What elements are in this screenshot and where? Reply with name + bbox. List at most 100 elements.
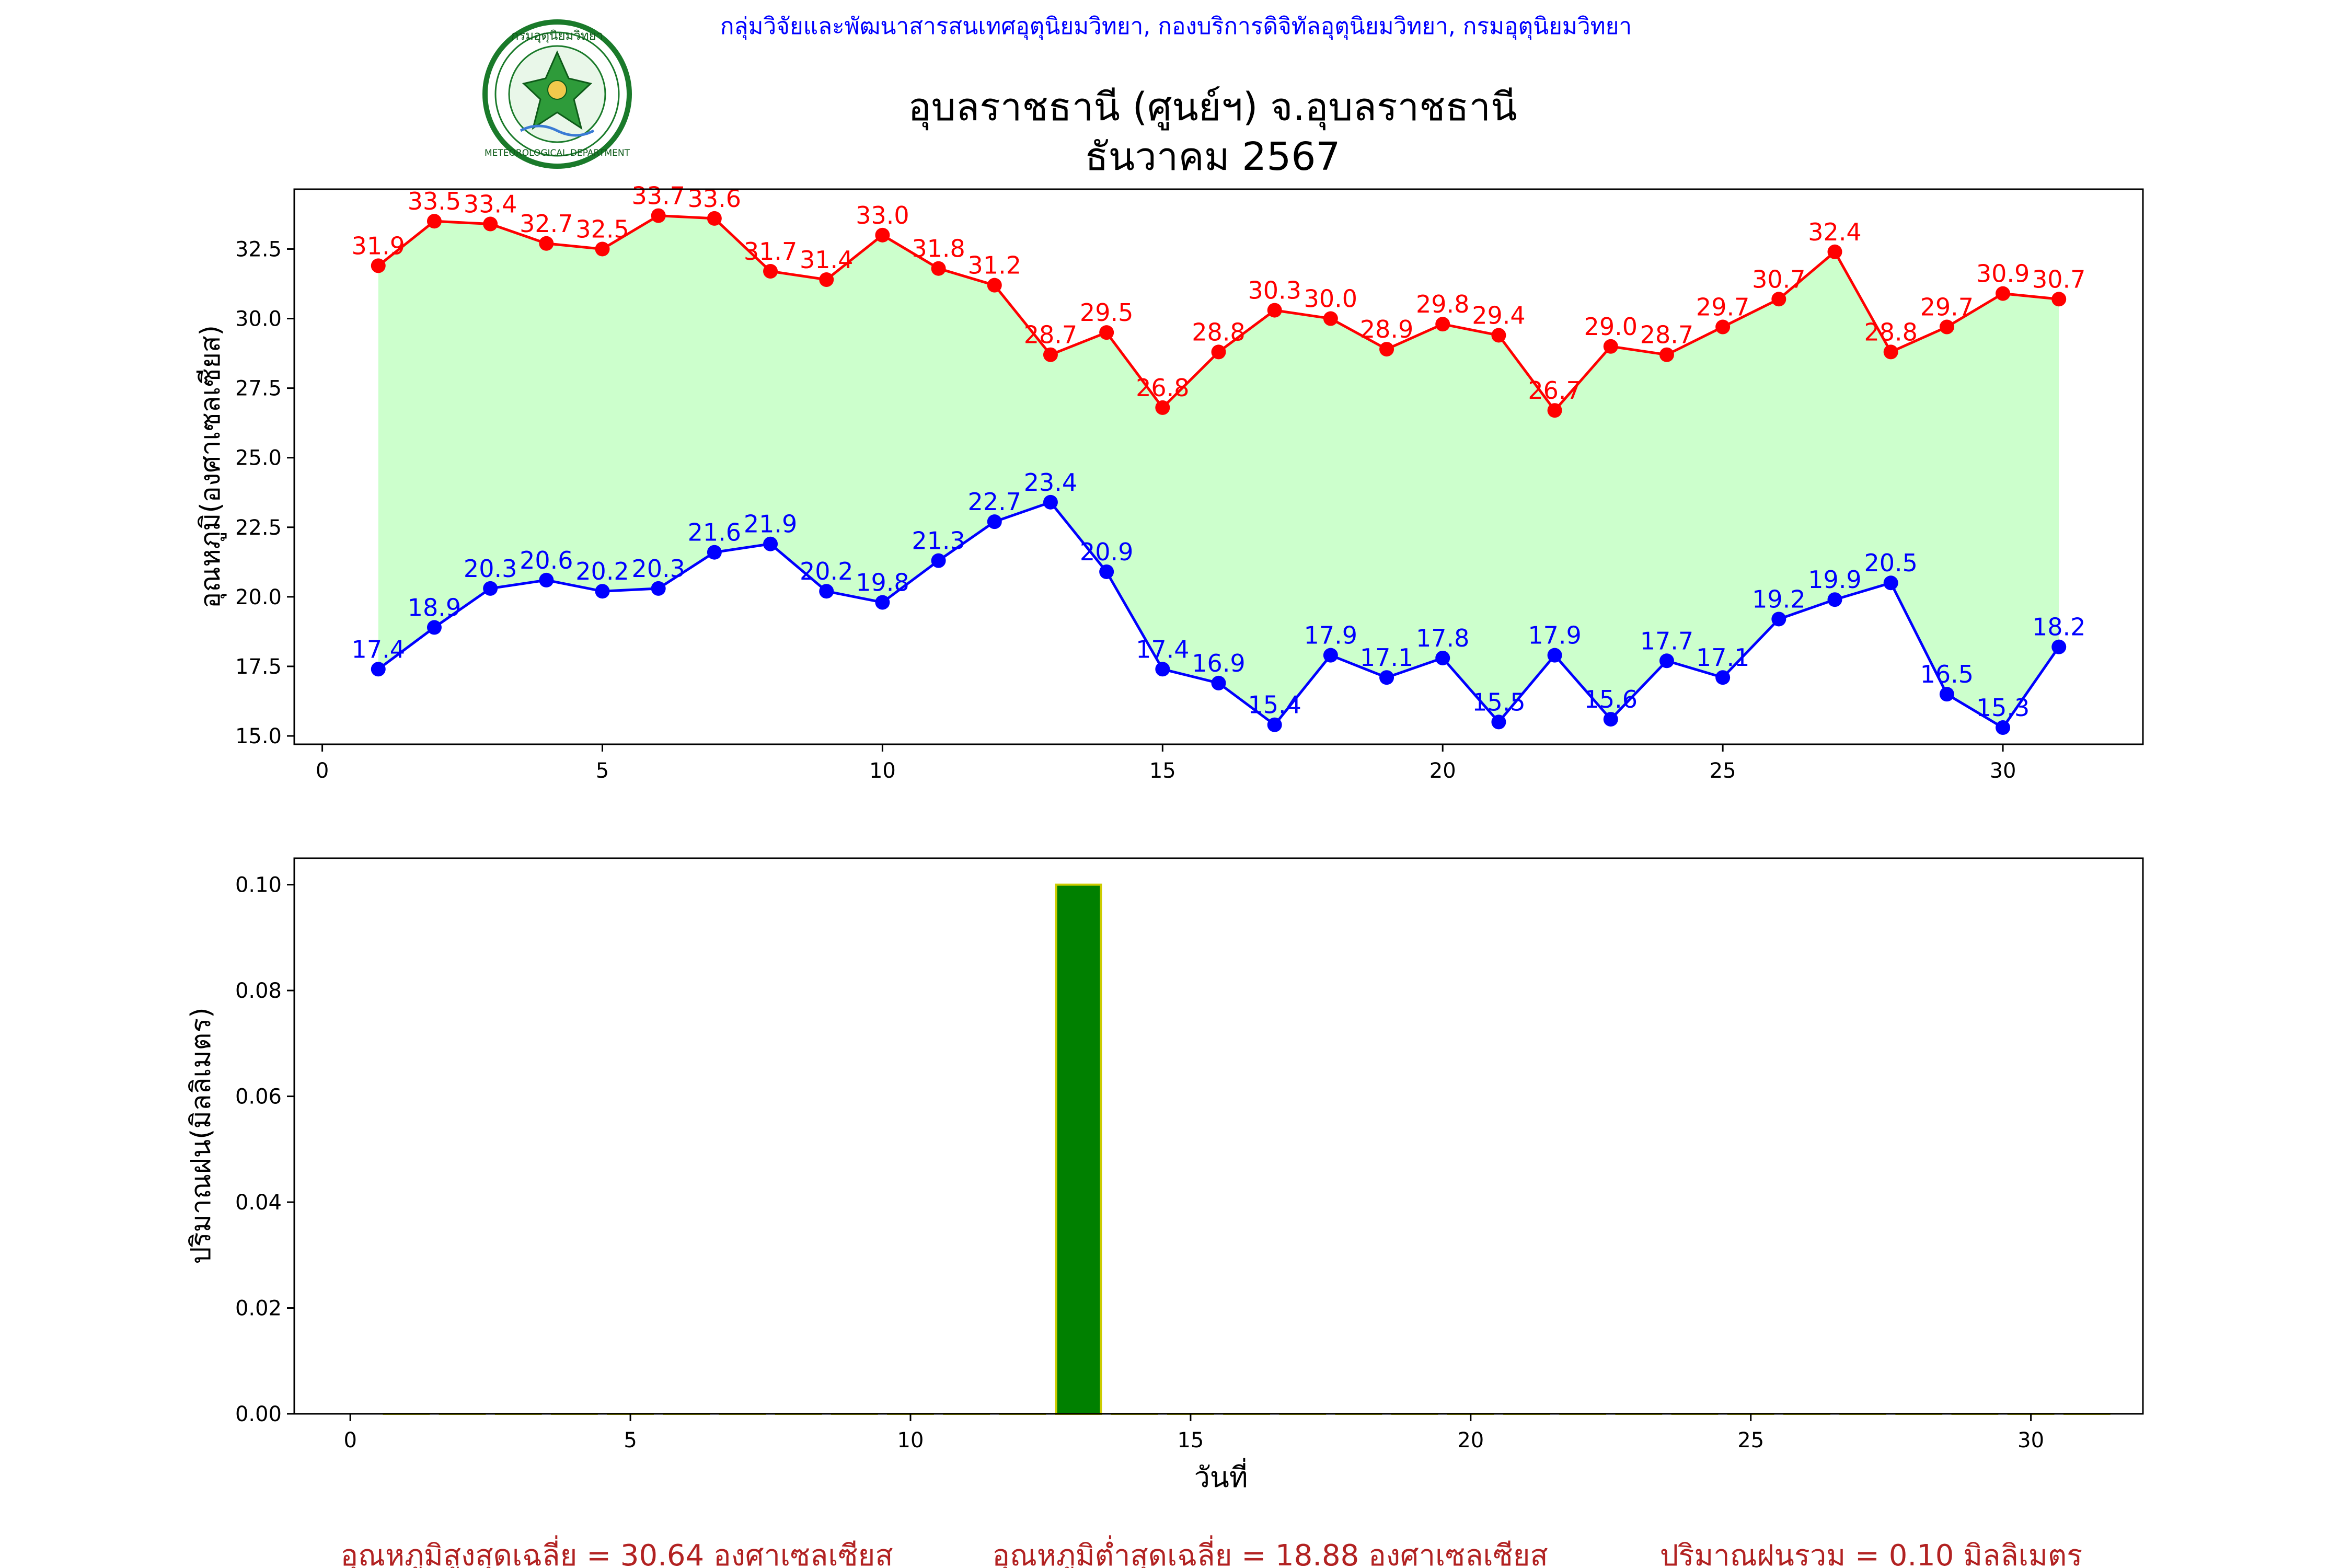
max-temperature-point [1883,344,1898,360]
min-temperature-label: 15.5 [1472,688,1525,716]
min-temperature-point [1939,687,1954,702]
max-temperature-point [1827,244,1842,259]
min-temperature-label: 15.3 [1976,694,2030,722]
max-temperature-label: 32.4 [1808,218,1861,246]
temperature-y-axis-label: อุณหภูมิ(องศาเซลเซียส) [195,325,227,608]
max-temperature-label: 28.7 [1024,321,1077,349]
min-temperature-point [1435,650,1450,665]
max-temperature-point [1155,400,1170,415]
min-temperature-point [1211,675,1226,690]
min-temperature-label: 18.9 [408,593,461,621]
max-temperature-point [931,261,946,276]
max-temperature-point [2051,292,2067,307]
max-temperature-label: 31.8 [912,235,965,263]
min-temperature-label: 17.8 [1416,624,1469,652]
rainfall-y-axis-label: ปริมาณฝน(มิลลิเมตร) [186,1007,217,1264]
min-temperature-label: 20.2 [800,557,853,585]
max-temperature-point [1996,286,2011,301]
rainfall-y-tick-label: 0.06 [235,1085,282,1109]
min-temperature-label: 18.2 [2032,613,2085,641]
chart-subtitle: ธันวาคม 2567 [1085,134,1341,179]
max-temperature-point [1435,317,1450,332]
min-temperature-point [1323,648,1338,663]
max-temperature-label: 33.4 [464,190,517,218]
max-temperature-label: 26.7 [1528,376,1581,405]
rainfall-y-tick-label: 0.10 [235,873,282,897]
max-temperature-point [539,236,554,251]
max-temperature-point [1715,319,1731,335]
min-temperature-point [987,514,1002,529]
max-temperature-point [1323,311,1338,326]
min-temperature-label: 17.1 [1360,643,1413,672]
max-temperature-label: 33.7 [631,182,685,210]
min-temperature-point [1547,648,1562,663]
max-temperature-point [1267,303,1282,318]
min-temperature-point [1771,612,1786,627]
rainfall-panel: 0 5 10 15 20 25 30 0.00 0.02 0.04 0.06 0.08 0.10 ปร… [186,857,2144,1494]
rainfall-x-tick-label: 0 [343,1428,356,1452]
min-temperature-label: 19.9 [1808,566,1861,594]
average-min-temperature: อุณหภูมิต่ำสุดเฉลี่ย = 18.88 องศาเซลเซีย… [992,1535,1548,1568]
max-temperature-point [1771,292,1786,307]
organization-text: กลุ่มวิจัยและพัฒนาสารสนเทศอุตุนิยมวิทยา,… [720,13,1632,40]
max-temperature-point [763,264,778,279]
min-temperature-point [1043,494,1058,510]
min-temperature-label: 17.9 [1304,621,1357,650]
max-temperature-label: 31.7 [744,237,797,266]
temperature-y-tick-label: 30.0 [235,307,282,331]
rainfall-x-tick-label: 30 [2017,1428,2044,1452]
rainfall-y-tick-label: 0.02 [235,1297,282,1321]
rainfall-x-tick-label: 10 [897,1428,924,1452]
min-temperature-point [1379,670,1394,685]
min-temperature-point [1883,575,1898,591]
min-temperature-label: 21.9 [744,510,797,538]
min-temperature-point [651,581,666,596]
temperature-y-tick-label: 17.5 [235,655,282,679]
max-temperature-label: 29.7 [1696,293,1749,321]
min-temperature-label: 15.4 [1248,691,1301,719]
max-temperature-point [651,208,666,223]
min-temperature-point [2051,639,2067,654]
min-temperature-label: 20.9 [1080,538,1133,566]
min-temperature-label: 19.8 [856,569,909,597]
temperature-y-tick-label: 27.5 [235,377,282,401]
min-temperature-label: 20.2 [575,557,629,585]
max-temperature-label: 30.7 [1752,265,1805,293]
max-temperature-label: 33.5 [408,187,461,215]
average-max-temperature: อุณหภูมิสูงสุดเฉลี่ย = 30.64 องศาเซลเซีย… [340,1535,893,1568]
max-temperature-label: 32.7 [520,210,573,238]
rainfall-x-tick-label: 15 [1177,1428,1204,1452]
rainfall-x-tick-label: 25 [1737,1428,1764,1452]
max-temperature-label: 31.2 [968,251,1021,280]
max-temperature-label: 28.7 [1640,321,1693,349]
max-temperature-label: 30.0 [1304,285,1357,313]
temperature-x-tick-label: 15 [1149,759,1176,783]
min-temperature-point [483,581,498,596]
max-temperature-label: 30.9 [1976,260,2030,288]
temperature-x-tick-label: 25 [1710,759,1736,783]
max-temperature-point [426,214,442,229]
max-temperature-label: 29.8 [1416,290,1469,318]
temperature-x-tick-label: 30 [1990,759,2016,783]
temperature-y-tick-label: 22.5 [235,516,282,540]
max-temperature-label: 29.5 [1080,298,1133,327]
max-temperature-point [1491,328,1506,343]
min-temperature-label: 23.4 [1024,468,1077,497]
min-temperature-point [1827,592,1842,607]
max-temperature-label: 28.9 [1360,315,1413,343]
min-temperature-point [931,553,946,568]
max-temperature-point [819,272,834,287]
temperature-y-tick-label: 32.5 [235,237,282,261]
temperature-x-tick-label: 10 [869,759,896,783]
min-temperature-point [371,662,386,677]
max-temperature-label: 28.8 [1864,318,1917,346]
temperature-panel: 31.933.5 33.432.7 32.533.7 33.631.7 31.433.0… [195,182,2144,783]
min-temperature-point [1996,720,2011,735]
temperature-x-tick-label: 0 [316,759,329,783]
max-temperature-point [1603,339,1618,354]
min-temperature-point [539,572,554,587]
min-temperature-label: 20.6 [520,546,573,574]
min-temperature-point [1715,670,1731,685]
temperature-range-fill [378,215,2059,728]
